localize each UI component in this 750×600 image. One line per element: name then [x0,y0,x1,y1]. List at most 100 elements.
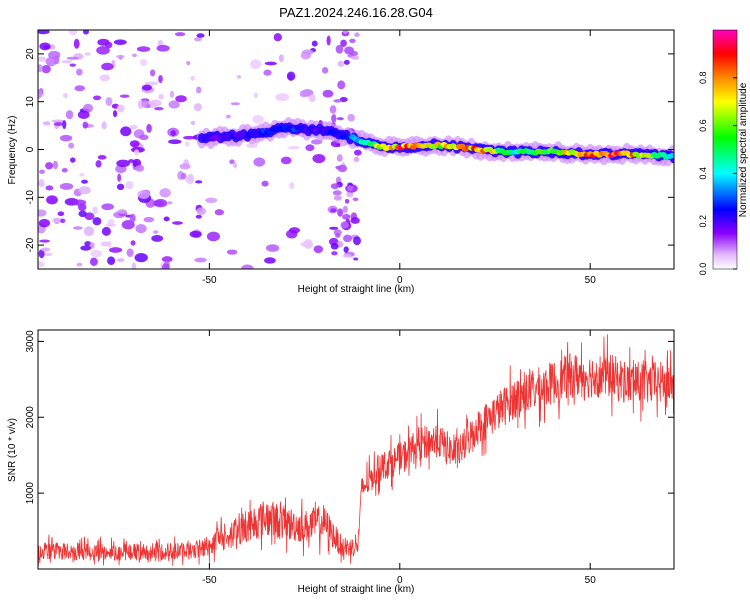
noise-blob [232,162,238,169]
noise-blob [38,179,45,188]
noise-blob [137,190,150,199]
streak-blob [332,190,342,196]
figure-title: PAZ1.2024.246.16.28.G04 [279,5,433,20]
noise-blob [265,244,280,252]
colorbar: 0.0 0.2 0.4 0.6 0.8 Normalized spectral ampl… [698,29,749,275]
noise-blob [38,249,45,259]
noise-blob [158,93,164,100]
snr-y-axis-label: SNR (10 * v/v) [7,418,18,482]
noise-blob [246,143,258,148]
colorbar-gradient [712,29,738,270]
streak-blob [353,156,360,163]
noise-blob [120,126,132,137]
noise-blob [39,42,51,51]
streak-blob [354,149,362,156]
noise-blob [175,95,187,103]
noise-blob [41,64,51,74]
streak-blob [340,39,347,47]
streak-blob [343,234,353,243]
noise-blob [89,257,98,267]
noise-blob [288,227,301,234]
noise-blob [116,183,125,191]
noise-blob [38,209,47,217]
noise-blob [311,40,318,47]
streak-blob [350,217,360,224]
streak-blob [336,117,344,121]
noise-blob [139,134,149,141]
noise-blob [168,139,182,145]
colorbar-tick-label: 0.2 [698,215,708,228]
snr-panel: -50 0 50 1000 2000 3000 Height of straight l… [7,329,675,595]
noise-blob [144,81,159,86]
noise-blob [174,32,186,37]
y-tick-label: 10 [25,96,36,108]
spectrogram-y-axis-label: Frequency (Hz) [7,116,18,185]
noise-blob [264,61,277,66]
noise-blob [79,172,85,177]
streak-blob [347,113,355,122]
noise-blob [252,115,264,124]
noise-blob [236,75,242,79]
noise-blob [158,74,163,84]
noise-blob [60,218,66,223]
streak-blob [336,154,343,162]
noise-blob [92,217,102,226]
noise-blob [193,103,203,112]
noise-blob [275,93,290,102]
colorbar-tick-label: 0.8 [698,72,708,85]
noise-blob [196,207,206,216]
noise-blob [70,157,76,163]
noise-blob [52,160,58,170]
streak-blob [352,236,361,246]
noise-blob [289,182,295,190]
noise-blob [205,197,218,204]
noise-blob [81,179,88,184]
noise-blob [136,46,151,52]
noise-blob [62,92,69,99]
streak-blob [342,30,349,34]
streak-blob [329,105,337,114]
noise-blob [195,180,203,184]
noise-blob [146,123,152,133]
noise-blob [134,252,148,263]
noise-blob [194,257,207,263]
streak-blob [342,253,352,258]
noise-blob [171,221,183,225]
noise-blob [62,120,67,130]
streak-blob [349,50,358,57]
streak-blob [342,205,348,214]
noise-blob [264,257,276,264]
noise-blob [74,85,86,92]
noise-blob [263,69,272,76]
noise-blob [133,149,140,156]
noise-blob [214,209,224,216]
noise-blob [225,114,231,119]
streak-blob [337,164,348,173]
noise-blob [135,223,147,234]
spectrogram-panel: -50 0 50 -20 -10 0 10 20 Height of straight li… [7,29,675,295]
noise-blob [313,245,324,254]
noise-blob [113,39,127,45]
streak-blob [333,195,342,201]
noise-blob [261,180,269,187]
noise-blob [300,241,310,247]
noise-blob [112,110,118,118]
snr-x-axis-label: Height of straight line (km) [298,584,415,595]
noise-blob [40,247,51,252]
y-tick-label: 3000 [25,330,36,353]
streak-blob [330,243,339,250]
noise-blob [287,146,301,150]
noise-blob [141,99,149,108]
noise-blob [39,169,45,175]
x-tick-label: 50 [585,275,597,286]
noise-blob [196,86,202,94]
noise-blob [101,203,114,211]
colorbar-tick-label: 0.4 [698,167,708,180]
noise-blob [322,67,329,74]
noise-blob [159,188,171,198]
y-tick-label: 1000 [25,482,36,505]
noise-blob [38,30,50,35]
noise-blob [140,59,148,67]
noise-blob [180,172,187,180]
noise-blob [129,213,136,223]
